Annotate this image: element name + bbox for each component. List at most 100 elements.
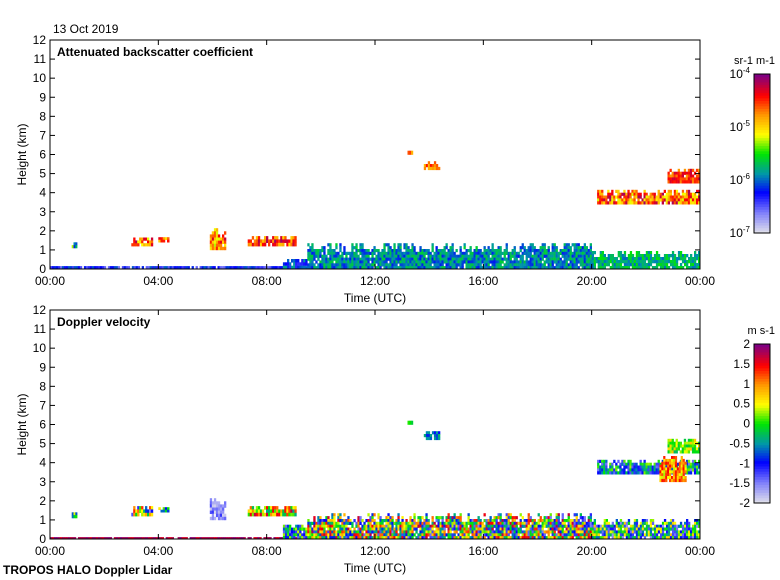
colorbar-segment: [754, 84, 770, 88]
data-cell: [669, 177, 672, 181]
data-cell: [672, 476, 676, 480]
data-cell: [485, 524, 488, 528]
data-cell: [661, 473, 664, 477]
data-cell: [694, 519, 697, 523]
data-cell: [531, 260, 534, 264]
data-cell: [333, 519, 336, 523]
data-cell: [351, 246, 354, 250]
data-cell: [439, 266, 442, 270]
data-cell: [684, 467, 687, 471]
data-cell: [617, 260, 620, 264]
data-cell: [643, 254, 647, 258]
data-cell: [559, 263, 562, 267]
data-cell: [323, 536, 326, 540]
data-cell: [635, 536, 639, 540]
data-cell: [483, 254, 486, 258]
colorbar: 10-710-610-510-4sr-1 m-1: [730, 55, 775, 240]
data-cell: [215, 240, 219, 244]
data-cell: [379, 266, 382, 270]
data-cell: [563, 251, 566, 255]
data-cell: [513, 260, 516, 264]
data-cell: [117, 266, 121, 270]
y-tick-label: 12: [33, 33, 47, 47]
data-cell: [655, 263, 659, 267]
data-cell: [619, 201, 622, 205]
data-cell: [627, 195, 630, 199]
data-cell: [145, 537, 148, 540]
data-cell: [69, 537, 73, 540]
data-cell: [287, 262, 290, 266]
data-cell: [435, 436, 439, 441]
data-cell: [681, 171, 684, 175]
data-cell: [373, 513, 376, 517]
data-cell: [561, 533, 564, 537]
data-cell: [309, 524, 312, 528]
data-cell: [333, 521, 336, 525]
data-cell: [595, 533, 598, 537]
colorbar-segment: [754, 201, 770, 205]
data-cell: [437, 251, 440, 255]
data-cell: [683, 441, 687, 445]
data-cell: [341, 533, 344, 537]
data-cell: [581, 527, 584, 531]
data-cell: [625, 471, 628, 475]
data-cell: [671, 447, 674, 451]
data-cell: [587, 260, 590, 264]
data-cell: [339, 249, 342, 253]
data-cell: [487, 519, 490, 523]
data-cell: [435, 266, 438, 270]
data-cell: [681, 254, 685, 258]
data-cell: [577, 536, 580, 540]
data-cell: [270, 239, 273, 243]
data-cell: [429, 527, 432, 531]
data-cell: [465, 251, 468, 255]
data-cell: [284, 262, 288, 266]
data-cell: [603, 519, 606, 523]
data-cell: [698, 189, 701, 193]
data-cell: [623, 257, 627, 261]
data-cell: [686, 524, 689, 528]
data-cell: [335, 260, 338, 264]
data-cell: [395, 527, 398, 531]
data-cell: [217, 504, 221, 508]
data-cell: [393, 521, 396, 525]
data-cell: [499, 530, 502, 534]
data-cell: [691, 180, 695, 184]
data-cell: [405, 263, 408, 267]
data-cell: [467, 263, 470, 267]
data-cell: [199, 266, 202, 270]
data-cell: [607, 521, 610, 525]
data-cell: [497, 260, 500, 264]
data-cell: [75, 245, 78, 249]
data-cell: [557, 524, 560, 528]
data-cell: [365, 260, 368, 264]
data-cell: [619, 195, 622, 199]
colorbar-segment: [754, 153, 770, 157]
data-cell: [669, 174, 672, 178]
data-cell: [511, 254, 514, 258]
data-cell: [399, 527, 402, 531]
colorbar-segment: [754, 177, 770, 181]
data-cell: [271, 266, 274, 270]
data-cell: [627, 198, 630, 202]
data-cell: [429, 257, 432, 261]
data-cell: [617, 263, 620, 267]
data-cell: [539, 254, 542, 258]
data-cell: [272, 506, 275, 510]
data-cell: [433, 524, 436, 528]
data-cell: [589, 260, 592, 264]
colorbar-segment: [754, 444, 770, 448]
data-cell: [523, 266, 526, 270]
data-cell: [661, 260, 665, 264]
x-tick-label: 04:00: [143, 544, 173, 558]
data-cell: [585, 260, 588, 264]
cloud-feature: [307, 243, 592, 270]
data-cell: [421, 521, 424, 525]
data-cell: [505, 243, 508, 247]
data-cell: [599, 192, 602, 196]
data-cell: [139, 537, 143, 540]
data-cell: [565, 266, 568, 270]
data-cell: [437, 536, 440, 540]
data-cell: [345, 527, 348, 531]
data-cell: [675, 266, 679, 270]
